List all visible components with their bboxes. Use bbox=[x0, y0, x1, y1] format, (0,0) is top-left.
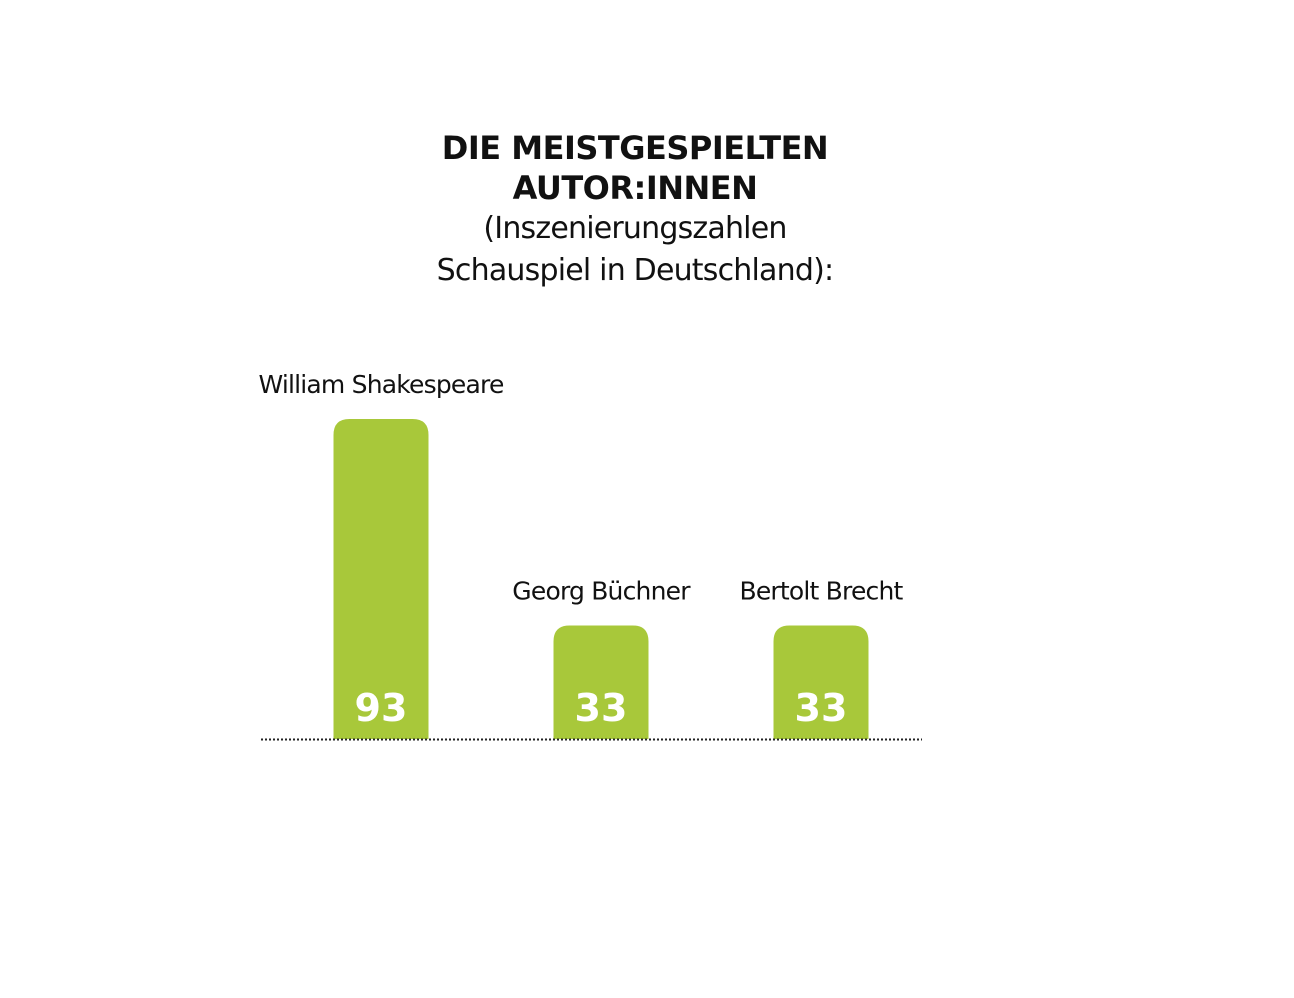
bar-bertolt-brecht bbox=[773, 625, 869, 739]
category-label: Bertolt Brecht bbox=[739, 576, 903, 605]
bar-value-label: 33 bbox=[795, 686, 848, 730]
chart-title-line-1: DIE MEISTGESPIELTEN bbox=[441, 129, 829, 167]
bar-value-label: 93 bbox=[355, 686, 408, 730]
chart-title-block: DIE MEISTGESPIELTEN AUTOR:INNEN (Inszeni… bbox=[0, 128, 1270, 292]
chart-title-line-2: AUTOR:INNEN bbox=[512, 169, 758, 207]
bar-georg-b-chner bbox=[553, 625, 649, 739]
chart-subtitle-line-1: (Inszenierungszahlen bbox=[483, 211, 787, 246]
bar-william-shakespeare bbox=[333, 419, 429, 739]
category-label: Georg Büchner bbox=[512, 576, 691, 605]
chart-subtitle-line-2: Schauspiel in Deutschland): bbox=[436, 253, 834, 288]
bar-value-label: 33 bbox=[575, 686, 628, 730]
category-label: William Shakespeare bbox=[258, 370, 503, 399]
